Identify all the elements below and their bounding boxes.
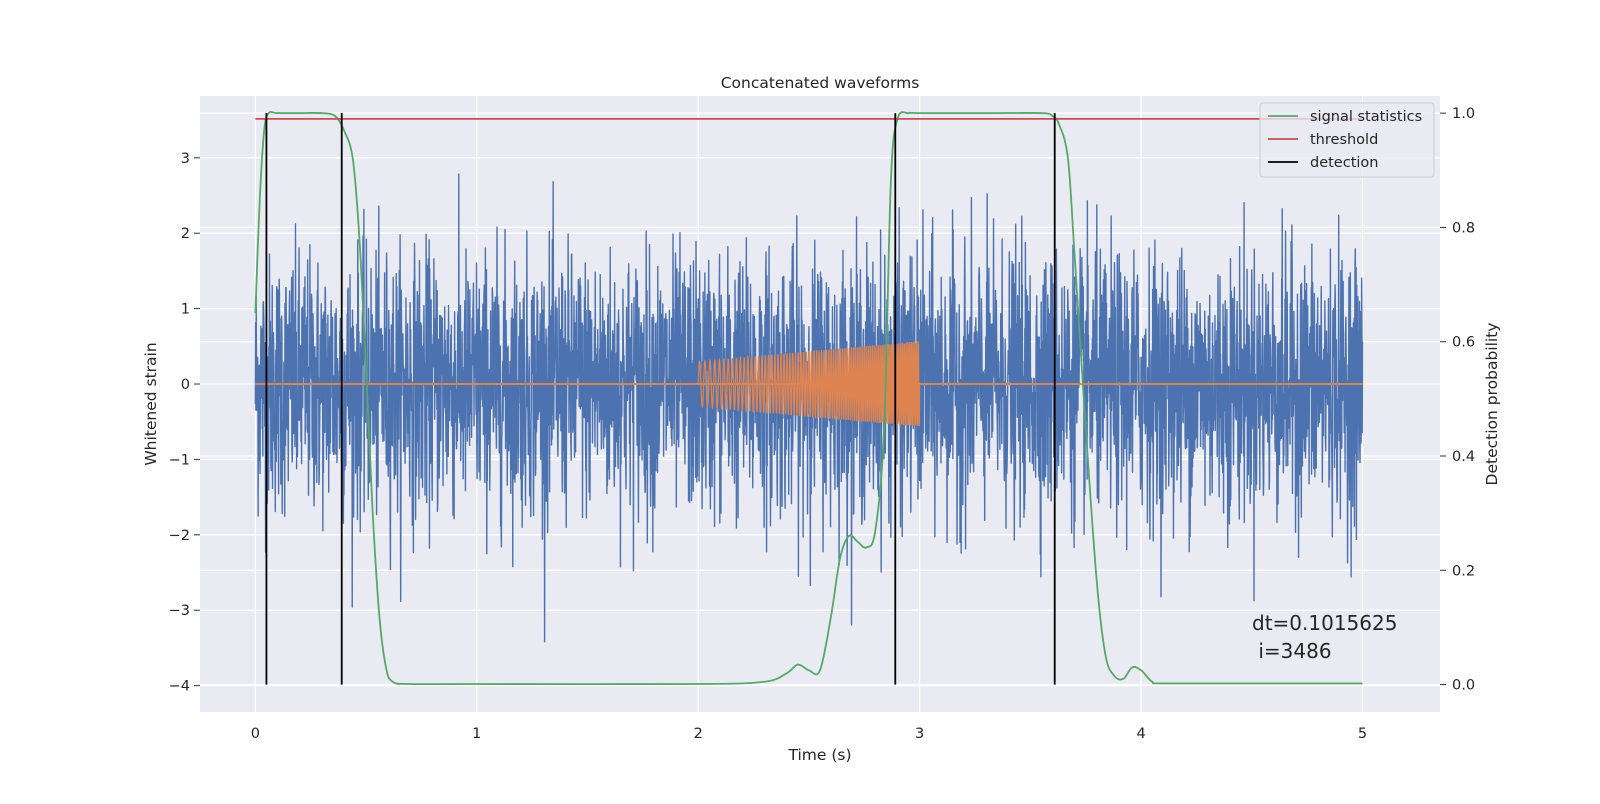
y-axis-label-right: Detection probability: [1483, 323, 1501, 486]
annotation-index: i=3486: [1252, 639, 1332, 663]
detection-lines: [265, 113, 1056, 685]
x-tick-label: 2: [694, 726, 703, 742]
injected-waveform-line: [697, 341, 921, 427]
x-tick-label: 1: [472, 726, 481, 742]
x-tick-label: 4: [1136, 726, 1145, 742]
legend: signal statistics threshold detection: [1259, 102, 1435, 178]
y-left-tick-label: 3: [181, 151, 190, 167]
legend-label-detection: detection: [1310, 155, 1378, 171]
y-left-tick-label: 2: [181, 226, 190, 242]
legend-frame: [1259, 102, 1435, 178]
injected-waveform-series: [255, 341, 1363, 427]
x-tick-label: 3: [915, 726, 924, 742]
signal-statistics-line: [254, 110, 1363, 686]
annotation-dt: dt=0.1015625: [1252, 611, 1397, 635]
y-left-tick-label: 0: [181, 377, 190, 393]
x-tick-label: 0: [251, 726, 260, 742]
y-right-tick-label: 0.6: [1452, 335, 1475, 351]
strain-noise-series: [254, 173, 1364, 643]
y-right-tick-label: 0.0: [1452, 678, 1475, 694]
y-left-tick-label: −3: [169, 603, 190, 619]
legend-label-signal-statistics: signal statistics: [1310, 109, 1422, 125]
x-tick-label: 5: [1358, 726, 1367, 742]
y-right-tick-label: 0.2: [1452, 563, 1475, 579]
y-left-tick-label: −2: [169, 528, 190, 544]
y-axis-label-left: Whitened strain: [142, 342, 160, 465]
y-left-tick-label: −4: [169, 679, 190, 695]
y-right-tick-label: 0.8: [1452, 220, 1475, 236]
strain-noise-line: [254, 173, 1364, 643]
chart-title: Concatenated waveforms: [721, 74, 920, 92]
y-left-tick-label: 1: [181, 302, 190, 318]
y-left-tick-label: −1: [169, 452, 190, 468]
x-axis-label: Time (s): [787, 746, 851, 764]
y-right-tick-label: 1.0: [1452, 106, 1475, 122]
y-right-tick-label: 0.4: [1452, 449, 1475, 465]
series-layer: [254, 110, 1363, 686]
tick-labels: 0 1 2 3 4 5 3 2 1 0 −1 −2 −3 −4 1.0 0.8 0.6 0.4 0.2 0.0: [169, 106, 1475, 742]
legend-label-threshold: threshold: [1310, 132, 1378, 148]
